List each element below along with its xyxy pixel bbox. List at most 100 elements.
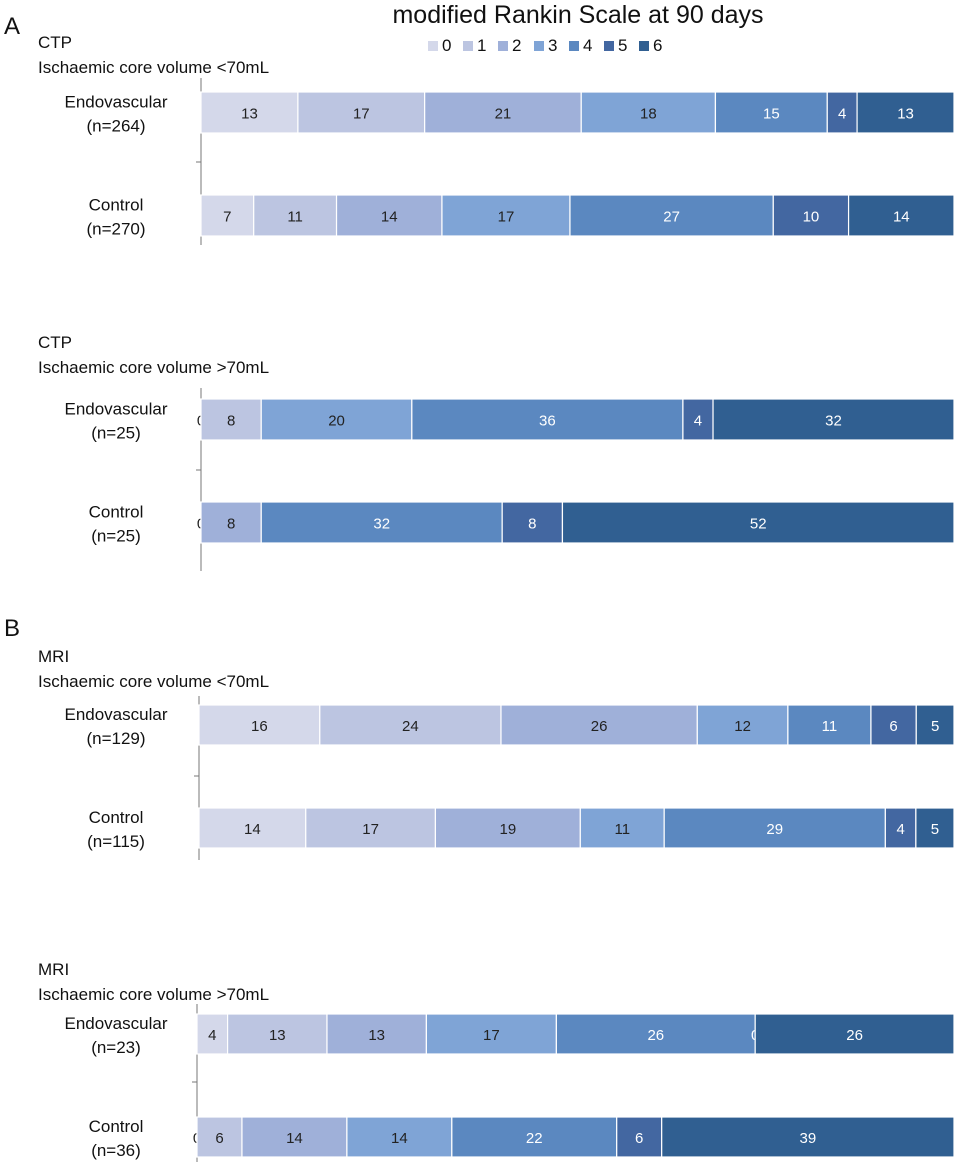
data-label-mrs-6: 26 (846, 1027, 863, 1044)
data-label-mrs-6: 14 (893, 209, 910, 226)
bar-segment-mrs-2 (434, 807, 581, 849)
legend-swatch-4 (569, 41, 579, 51)
bar-segment-mrs-6 (661, 1116, 955, 1158)
category-label: Control (89, 808, 144, 827)
bar-segment-mrs-1 (226, 1013, 328, 1055)
bar-segment-mrs-4 (787, 704, 872, 746)
bar-segment-mrs-6 (915, 704, 955, 746)
data-label-mrs-3: 12 (734, 718, 751, 735)
data-label-mrs-0: 16 (251, 718, 268, 735)
category-count-label: (n=25) (91, 527, 141, 546)
legend-swatch-3 (534, 41, 544, 51)
bar-segment-mrs-4 (663, 807, 886, 849)
charts: CTP Ischaemic core volume <70mL Endovascul… (38, 33, 955, 1162)
data-label-mrs-1: 13 (269, 1027, 286, 1044)
data-label-mrs-3: 18 (640, 106, 657, 123)
category-count-label: (n=129) (86, 729, 145, 748)
legend-label-6: 6 (653, 36, 662, 55)
panel-letter-b: B (4, 615, 20, 642)
category-label: Control (89, 1117, 144, 1136)
bar-segment-mrs-0 (200, 91, 299, 134)
data-label-mrs-5: 8 (528, 516, 536, 533)
bar-segment-mrs-6 (561, 501, 955, 544)
bar-segment-mrs-0 (198, 704, 321, 746)
data-label-mrs-5: 6 (635, 1130, 643, 1147)
data-label-mrs-4: 36 (539, 413, 556, 430)
bar-segment-mrs-2 (335, 194, 443, 237)
data-label-mrs-3: 20 (328, 413, 345, 430)
legend-label-3: 3 (548, 36, 557, 55)
bar-segment-mrs-4 (451, 1116, 618, 1158)
data-label-mrs-1: 8 (227, 413, 235, 430)
data-label-mrs-2: 13 (368, 1027, 385, 1044)
bar-segment-mrs-6 (754, 1013, 955, 1055)
legend-swatch-0 (428, 41, 438, 51)
legend-swatch-6 (639, 41, 649, 51)
category-count-label: (n=270) (86, 220, 145, 239)
category-count-label: (n=36) (91, 1141, 141, 1160)
category-count-label: (n=25) (91, 424, 141, 443)
chart-2: CTP Ischaemic core volume >70mL Endovascul… (38, 333, 955, 571)
data-label-mrs-6: 5 (931, 821, 939, 838)
data-label-mrs-0: 4 (208, 1027, 216, 1044)
data-label-mrs-6: 52 (750, 516, 767, 533)
data-label-mrs-2: 21 (495, 106, 512, 123)
legend-swatch-2 (498, 41, 508, 51)
figure-title: modified Rankin Scale at 90 days (392, 1, 763, 29)
data-label-mrs-0: 13 (241, 106, 258, 123)
data-label-mrs-4: 29 (766, 821, 783, 838)
bar-segment-mrs-2 (326, 1013, 427, 1055)
data-label-mrs-2: 19 (500, 821, 517, 838)
bar-segment-mrs-4 (260, 501, 503, 544)
data-label-mrs-4: 15 (763, 106, 780, 123)
data-label-mrs-5: 4 (694, 413, 702, 430)
legend-label-1: 1 (477, 36, 486, 55)
data-label-mrs-5: 10 (803, 209, 820, 226)
data-label-mrs-6: 39 (800, 1130, 817, 1147)
bar-segment-mrs-1 (297, 91, 426, 134)
data-label-mrs-4: 27 (663, 209, 680, 226)
data-label-mrs-3: 17 (483, 1027, 500, 1044)
bar-segment-mrs-1 (305, 807, 437, 849)
category-label: Endovascular (64, 1014, 167, 1033)
data-label-mrs-4: 32 (373, 516, 390, 533)
bar-segment-mrs-1 (253, 194, 338, 237)
bar-segment-mrs-6 (712, 398, 955, 441)
chart-subtitle: MRI (38, 960, 69, 979)
data-label-mrs-2: 14 (286, 1130, 303, 1147)
data-label-mrs-4: 22 (526, 1130, 543, 1147)
data-label-mrs-5: 4 (896, 821, 904, 838)
bar-segment-mrs-3 (441, 194, 571, 237)
legend-label-0: 0 (442, 36, 451, 55)
data-label-mrs-1: 11 (287, 209, 303, 226)
data-label-mrs-2: 26 (591, 718, 608, 735)
bar-segment-mrs-1 (200, 398, 262, 441)
bar-segment-mrs-3 (346, 1116, 453, 1158)
bar-segment-mrs-0 (200, 194, 255, 237)
chart-subtitle: CTP (38, 333, 72, 352)
data-label-mrs-5: 6 (889, 718, 897, 735)
legend-label-4: 4 (583, 36, 592, 55)
bar-segment-mrs-3 (579, 807, 665, 849)
bar-segment-mrs-2 (241, 1116, 348, 1158)
data-label-mrs-4: 26 (647, 1027, 664, 1044)
data-label-mrs-0: 14 (244, 821, 261, 838)
data-label-mrs-1: 6 (215, 1130, 223, 1147)
bar-segment-mrs-2 (424, 91, 582, 134)
data-label-mrs-1: 17 (362, 821, 379, 838)
data-label-mrs-5: 4 (838, 106, 846, 123)
category-label: Endovascular (64, 400, 167, 419)
chart-subtitle-2: Ischaemic core volume >70mL (38, 358, 269, 377)
bar-segment-mrs-2 (200, 501, 262, 544)
data-label-mrs-1: 24 (402, 718, 419, 735)
bar-segment-mrs-4 (411, 398, 684, 441)
data-label-mrs-3: 11 (614, 821, 630, 838)
chart-1: CTP Ischaemic core volume <70mL Endovascul… (38, 33, 955, 245)
category-count-label: (n=23) (91, 1038, 141, 1057)
bar-segment-mrs-6 (847, 194, 955, 237)
chart-subtitle-2: Ischaemic core volume <70mL (38, 672, 269, 691)
legend-swatch-1 (463, 41, 473, 51)
legend-label-5: 5 (618, 36, 627, 55)
